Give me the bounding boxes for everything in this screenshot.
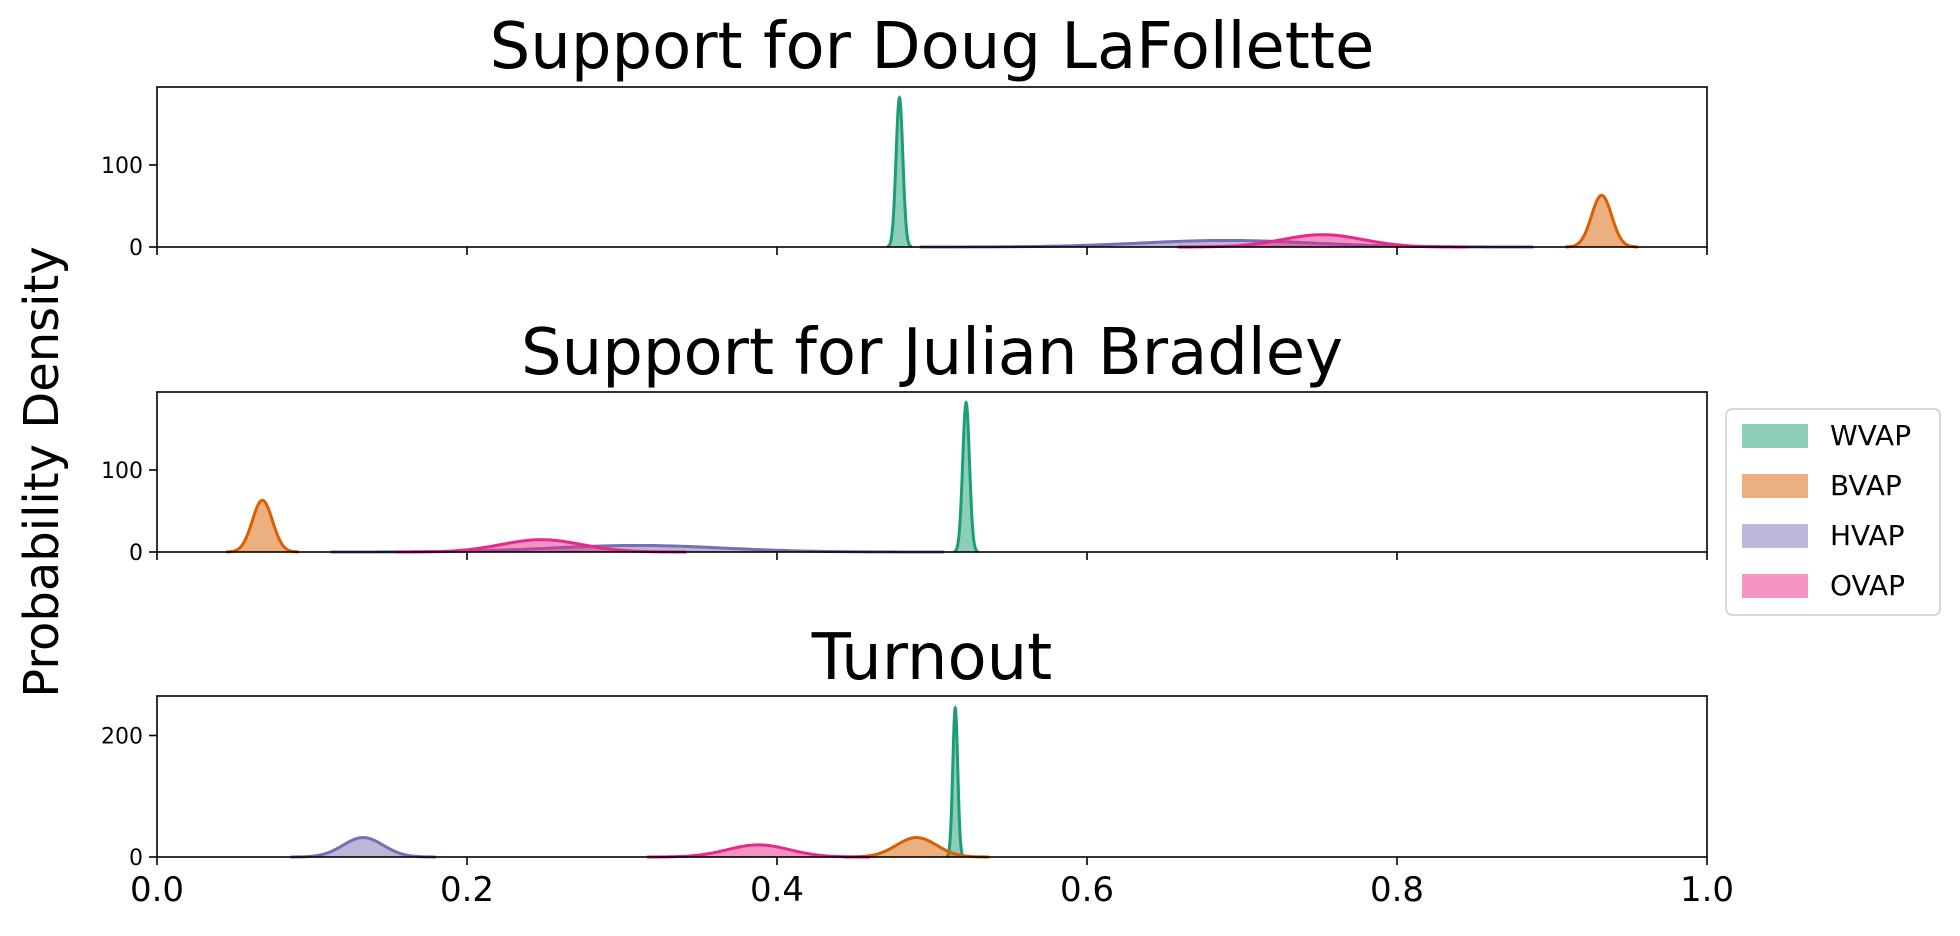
legend-box (1725, 408, 1941, 616)
density-area-hvap (290, 837, 436, 857)
axes-frame (156, 86, 1708, 248)
legend-swatch (1742, 574, 1808, 598)
legend-item-ovap: OVAP (1742, 569, 1905, 602)
density-area-ovap (1177, 234, 1468, 247)
panel-title: Support for Julian Bradley (521, 316, 1343, 390)
panel-1: Support for Doug LaFollette 0 100 (101, 10, 1708, 261)
x-tick-label: 0.6 (1060, 870, 1114, 910)
y-tick-label: 100 (101, 154, 143, 179)
x-tick-label: 1.0 (1680, 870, 1734, 910)
x-tick-label: 0.2 (440, 870, 494, 910)
density-line-bvap (226, 498, 299, 554)
density-line-wvap (886, 95, 913, 249)
legend-swatch (1742, 424, 1808, 448)
axes-frame (156, 391, 1708, 553)
density-line-wvap (945, 705, 965, 859)
y-tick-label: 200 (101, 724, 143, 749)
x-tick-label: 0.8 (1370, 870, 1424, 910)
density-area-ovap (646, 844, 870, 857)
y-tick-label: 0 (129, 846, 143, 871)
density-area-bvap (1565, 195, 1638, 247)
density-area-bvap (843, 837, 990, 857)
legend-item-bvap: BVAP (1742, 469, 1902, 502)
density-area-hvap (330, 545, 945, 552)
legend-swatch (1742, 474, 1808, 498)
panel-2: Support for Julian Bradley 0 100 (101, 316, 1708, 566)
legend-label: HVAP (1830, 519, 1904, 552)
axes-frame (156, 695, 1708, 858)
density-line-bvap (1565, 193, 1638, 249)
density-area-wvap (946, 708, 965, 857)
legend-item-wvap: WVAP (1742, 419, 1911, 452)
density-area-ovap (396, 539, 687, 552)
legend-label: BVAP (1830, 469, 1902, 502)
y-tick-label: 100 (101, 459, 143, 484)
legend: WVAP BVAP HVAP OVAP (1725, 408, 1941, 616)
y-tick-label: 0 (129, 541, 143, 566)
panel-3: Turnout 0 200 0.0 0.2 0.4 0.6 0.8 1.0 (101, 621, 1734, 910)
density-area-bvap (226, 500, 299, 552)
density-area-hvap (919, 240, 1534, 247)
legend-label: WVAP (1830, 419, 1911, 452)
y-tick-label: 0 (129, 236, 143, 261)
density-area-wvap (953, 402, 979, 552)
y-axis-label: Probability Density (14, 246, 70, 697)
panel-title: Turnout (811, 621, 1053, 695)
x-tick-label: 0.4 (750, 870, 804, 910)
legend-label: OVAP (1830, 569, 1905, 602)
panel-title: Support for Doug LaFollette (490, 10, 1375, 84)
x-tick-label: 0.0 (130, 870, 184, 910)
legend-item-hvap: HVAP (1742, 519, 1904, 552)
density-line-wvap (953, 400, 979, 554)
density-area-wvap (887, 97, 912, 247)
density-line-hvap (290, 836, 436, 859)
legend-swatch (1742, 524, 1808, 548)
